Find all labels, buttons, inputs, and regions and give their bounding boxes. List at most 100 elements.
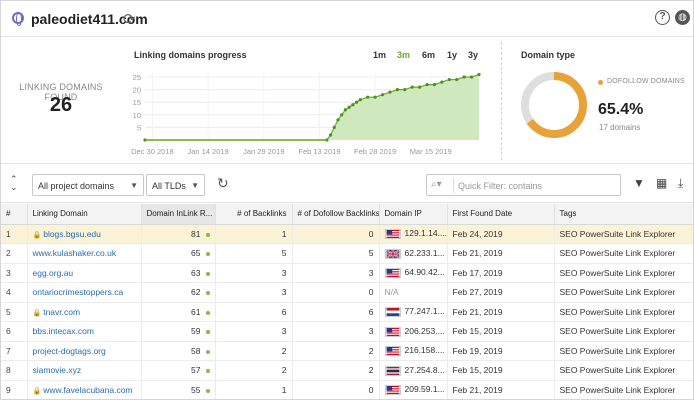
backlinks-cell: 5	[215, 243, 293, 264]
linking-domains-chart: 5 10 15 20 25 Dec 30 2018 Jan 14 2019 Jan 29 20…	[131, 72, 481, 156]
row-index: 3	[1, 263, 28, 283]
expand-collapse-icon[interactable]: ⌃ ⌄	[10, 174, 18, 192]
tags-cell: SEO PowerSuite Link Explorer	[554, 224, 693, 244]
range-6m[interactable]: 6m	[422, 50, 436, 60]
table-row[interactable]: 4 ontariocrimestoppers.ca 62 3 0 N/A Feb 27, 2…	[1, 282, 693, 303]
linking-domain-cell: 🔒 blogs.bgsu.edu	[27, 224, 142, 244]
refresh-icon[interactable]: ⟳	[123, 11, 136, 28]
flag-th-icon	[384, 365, 401, 376]
range-3y[interactable]: 3y	[468, 50, 479, 60]
lock-icon: 🔒	[32, 309, 42, 317]
download-icon[interactable]: ⤓	[678, 176, 684, 190]
chart-point	[455, 77, 459, 82]
status-dot-icon	[205, 349, 210, 354]
backlinks-cell: 3	[215, 321, 293, 342]
help-icon[interactable]: ?	[655, 10, 670, 25]
project-domains-select[interactable]: All project domains ▼	[32, 174, 144, 196]
linking-domain-link[interactable]: tnavr.com	[43, 306, 81, 317]
inlink-rank-cell: 81	[141, 224, 216, 244]
inlink-rank-value: 61	[191, 306, 201, 317]
tags-cell: SEO PowerSuite Link Explorer	[554, 341, 693, 361]
linking-domain-link[interactable]: www.favelacubana.com	[43, 384, 133, 395]
domain-ip-cell: 206.253....	[379, 321, 448, 342]
chart-point	[477, 72, 481, 77]
backlinks-cell: 2	[215, 341, 293, 361]
column-header-index[interactable]: #	[1, 204, 28, 225]
inlink-rank-cell: 59	[141, 321, 216, 342]
inlink-rank-cell: 55	[141, 380, 216, 399]
header-bar: paleodiet411.com ⟳ ? ◍	[1, 1, 693, 37]
range-3m[interactable]: 3m	[397, 50, 411, 60]
table-row[interactable]: 2 www.kulashaker.co.uk 65 5 5 62.233.1... Feb …	[1, 243, 693, 264]
flag-nl-icon	[384, 307, 401, 318]
search-icon: ⌕▾	[431, 179, 442, 190]
grid-view-icon[interactable]: ▦	[656, 176, 668, 190]
domain-ip-value: 64.90.42...	[404, 267, 445, 278]
linking-domains-table: # Linking Domain Domain InLink R... ▼ # …	[1, 204, 693, 399]
linking-domain-link[interactable]: siamovie.xyz	[32, 365, 82, 376]
chevron-down-icon: ▼	[191, 181, 199, 190]
table-row[interactable]: 3 egg.org.au 63 3 3 64.90.42... Feb 17, 2019 SE…	[1, 263, 693, 283]
domain-ip-value: 129.1.14....	[404, 228, 447, 239]
chart-y-tick-label: 25	[133, 73, 141, 82]
table-row[interactable]: 7 project-dogtags.org 58 2 2 216.158.... Feb 1…	[1, 341, 693, 361]
chart-y-tick-label: 15	[133, 98, 141, 107]
quick-filter-input[interactable]	[453, 178, 615, 193]
column-header-backlinks[interactable]: # of Backlinks	[215, 204, 293, 225]
range-1m[interactable]: 1m	[373, 50, 387, 60]
donut-dofollow-arc	[521, 72, 587, 138]
table-row[interactable]: 9 🔒 www.favelacubana.com 55 1 0 209.59.1... Feb…	[1, 380, 693, 399]
tlds-value: All TLDs	[152, 181, 186, 191]
linking-domain-cell: egg.org.au	[27, 263, 142, 283]
column-header-first-found-date[interactable]: First Found Date	[447, 204, 555, 225]
first-found-date-cell: Feb 15, 2019	[447, 321, 555, 342]
quick-filter: ⌕▾	[426, 174, 621, 196]
column-header-linking-domain[interactable]: Linking Domain	[27, 204, 142, 225]
linking-domain-link[interactable]: egg.org.au	[32, 267, 74, 278]
chart-x-tick-label: Jan 29 2019	[243, 147, 284, 156]
inlink-rank-value: 62	[191, 287, 201, 298]
dofollow-backlinks-cell: 0	[292, 380, 380, 399]
filter-icon[interactable]: ▼	[633, 176, 645, 190]
table-row[interactable]: 5 🔒 tnavr.com 61 6 6 77.247.1... Feb 21, 2019 SE…	[1, 302, 693, 322]
flag-us-icon	[384, 385, 401, 396]
linking-domain-cell: project-dogtags.org	[27, 341, 142, 361]
table-row[interactable]: 8 siamovie.xyz 57 2 2 27.254.8... Feb 15, 2019…	[1, 360, 693, 381]
chart-point	[462, 75, 466, 79]
domain-type-donut	[521, 72, 587, 138]
backlinks-cell: 1	[215, 380, 293, 399]
domain-ip-value: 27.254.8...	[404, 364, 445, 375]
domain-type-title: Domain type	[521, 50, 576, 60]
tlds-select[interactable]: All TLDs ▼	[146, 174, 205, 196]
status-dot-icon	[205, 330, 210, 334]
inlink-rank-value: 57	[191, 365, 201, 376]
dofollow-backlinks-cell: 6	[292, 302, 380, 322]
chart-point	[340, 113, 344, 117]
chart-point	[447, 77, 451, 82]
refresh-table-icon[interactable]: ↻	[217, 175, 229, 191]
column-header-domain-inlink-rank[interactable]: Domain InLink R... ▼	[141, 204, 216, 225]
column-header-domain-ip[interactable]: Domain IP	[379, 204, 448, 225]
status-dot-icon	[205, 252, 210, 256]
chart-x-tick-label: Dec 30 2018	[131, 147, 174, 156]
linking-domain-link[interactable]: ontariocrimestoppers.ca	[32, 287, 124, 298]
linking-domain-link[interactable]: project-dogtags.org	[32, 345, 106, 356]
dofollow-legend-dot	[598, 80, 603, 85]
linking-domain-link[interactable]: blogs.bgsu.edu	[43, 228, 101, 239]
column-header-dofollow-backlinks[interactable]: # of Dofollow Backlinks	[292, 204, 380, 225]
dofollow-backlinks-cell: 0	[292, 282, 380, 303]
inlink-rank-cell: 61	[141, 302, 216, 322]
chart-y-tick-label: 20	[133, 86, 141, 95]
chart-point	[358, 98, 362, 102]
table-row[interactable]: 1 🔒 blogs.bgsu.edu 81 1 0 129.1.14.... Feb 24, …	[1, 224, 693, 244]
linking-domain-link[interactable]: bbs.intecax.com	[32, 326, 94, 337]
world-icon[interactable]: ◍	[675, 10, 690, 25]
linking-domains-count: 26	[49, 94, 73, 116]
column-header-tags[interactable]: Tags	[554, 204, 693, 225]
status-dot-icon	[205, 291, 210, 295]
table-row[interactable]: 6 bbs.intecax.com 59 3 3 206.253.... Feb 15, 2…	[1, 321, 693, 342]
backlinks-cell: 3	[215, 263, 293, 283]
linking-domain-link[interactable]: www.kulashaker.co.uk	[32, 248, 117, 259]
chart-y-tick-label: 5	[137, 123, 141, 132]
range-1y[interactable]: 1y	[447, 50, 458, 60]
